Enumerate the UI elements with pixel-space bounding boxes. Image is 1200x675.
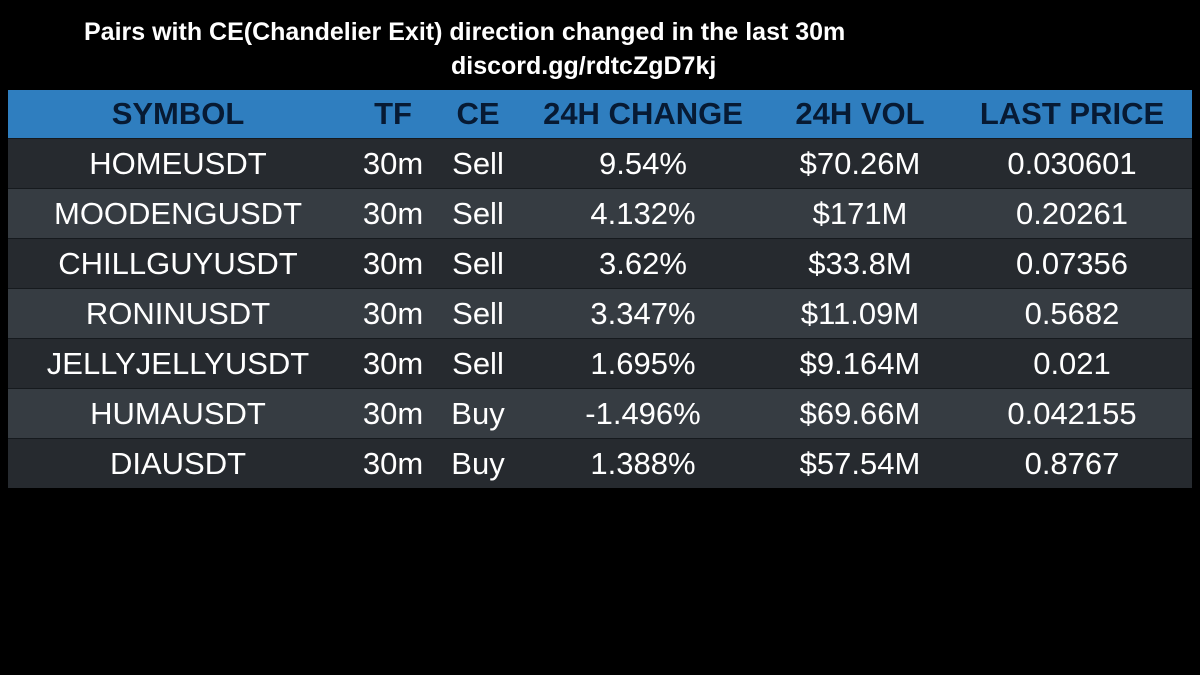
cell-tf: 30m	[348, 388, 438, 439]
table-row: MOODENGUSDT 30m Sell 4.132% $171M 0.2026…	[8, 188, 1192, 239]
cell-symbol: HOMEUSDT	[8, 138, 348, 189]
cell-24h-change: -1.496%	[518, 388, 768, 439]
cell-last-price: 0.5682	[952, 288, 1192, 339]
cell-24h-change: 4.132%	[518, 188, 768, 239]
cell-symbol: JELLYJELLYUSDT	[8, 338, 348, 389]
cell-last-price: 0.030601	[952, 138, 1192, 189]
column-header-last-price: LAST PRICE	[952, 90, 1192, 139]
cell-last-price: 0.07356	[952, 238, 1192, 289]
cell-tf: 30m	[348, 238, 438, 289]
cell-tf: 30m	[348, 338, 438, 389]
cell-ce: Buy	[438, 388, 518, 439]
cell-24h-change: 1.388%	[518, 438, 768, 488]
cell-24h-change: 3.62%	[518, 238, 768, 289]
cell-last-price: 0.021	[952, 338, 1192, 389]
table-row: JELLYJELLYUSDT 30m Sell 1.695% $9.164M 0…	[8, 338, 1192, 389]
cell-symbol: HUMAUSDT	[8, 388, 348, 439]
table-row: HOMEUSDT 30m Sell 9.54% $70.26M 0.030601	[8, 138, 1192, 189]
cell-24h-change: 9.54%	[518, 138, 768, 189]
page-title: Pairs with CE(Chandelier Exit) direction…	[84, 18, 846, 46]
table-row: CHILLGUYUSDT 30m Sell 3.62% $33.8M 0.073…	[8, 238, 1192, 289]
column-header-24h-change: 24H CHANGE	[518, 90, 768, 139]
cell-24h-vol: $57.54M	[768, 438, 952, 488]
column-header-symbol: SYMBOL	[8, 90, 348, 139]
cell-ce: Sell	[438, 188, 518, 239]
cell-symbol: CHILLGUYUSDT	[8, 238, 348, 289]
cell-ce: Sell	[438, 338, 518, 389]
cell-24h-vol: $69.66M	[768, 388, 952, 439]
cell-24h-vol: $70.26M	[768, 138, 952, 189]
cell-24h-change: 3.347%	[518, 288, 768, 339]
column-header-24h-vol: 24H VOL	[768, 90, 952, 139]
cell-ce: Sell	[438, 238, 518, 289]
cell-tf: 30m	[348, 138, 438, 189]
cell-symbol: MOODENGUSDT	[8, 188, 348, 239]
table-row: DIAUSDT 30m Buy 1.388% $57.54M 0.8767	[8, 438, 1192, 488]
cell-ce: Sell	[438, 288, 518, 339]
cell-24h-vol: $171M	[768, 188, 952, 239]
cell-last-price: 0.20261	[952, 188, 1192, 239]
cell-last-price: 0.042155	[952, 388, 1192, 439]
cell-symbol: RONINUSDT	[8, 288, 348, 339]
cell-tf: 30m	[348, 438, 438, 488]
table-header-row: SYMBOL TF CE 24H CHANGE 24H VOL LAST PRI…	[8, 90, 1192, 139]
cell-24h-vol: $33.8M	[768, 238, 952, 289]
discord-link-text: discord.gg/rdtcZgD7kj	[451, 52, 717, 80]
cell-tf: 30m	[348, 188, 438, 239]
cell-tf: 30m	[348, 288, 438, 339]
cell-24h-change: 1.695%	[518, 338, 768, 389]
column-header-ce: CE	[438, 90, 518, 139]
cell-24h-vol: $9.164M	[768, 338, 952, 389]
cell-ce: Sell	[438, 138, 518, 189]
table-row: HUMAUSDT 30m Buy -1.496% $69.66M 0.04215…	[8, 388, 1192, 439]
table-row: RONINUSDT 30m Sell 3.347% $11.09M 0.5682	[8, 288, 1192, 339]
cell-24h-vol: $11.09M	[768, 288, 952, 339]
cell-last-price: 0.8767	[952, 438, 1192, 488]
ce-pairs-table: SYMBOL TF CE 24H CHANGE 24H VOL LAST PRI…	[8, 90, 1192, 488]
column-header-tf: TF	[348, 90, 438, 139]
cell-ce: Buy	[438, 438, 518, 488]
cell-symbol: DIAUSDT	[8, 438, 348, 488]
